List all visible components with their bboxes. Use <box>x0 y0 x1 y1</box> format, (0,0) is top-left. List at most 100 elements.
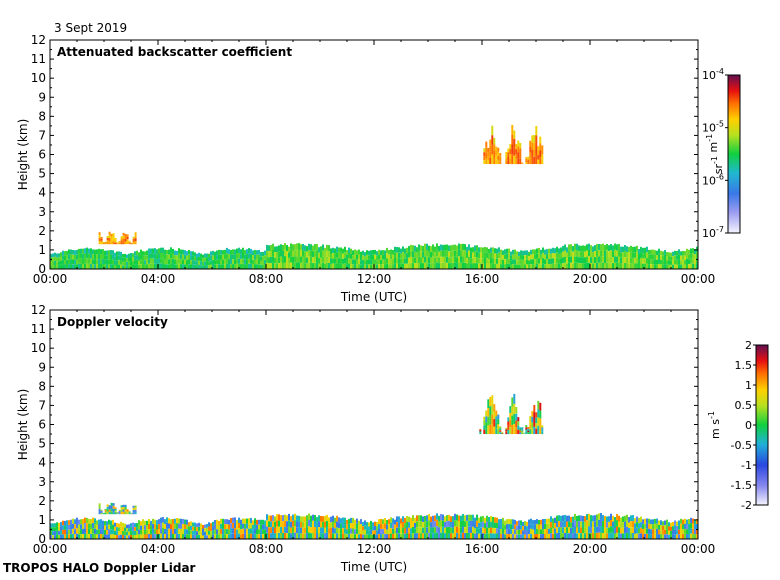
data-cell <box>468 514 470 521</box>
data-cell <box>296 249 298 257</box>
data-cell <box>410 256 412 263</box>
data-cell <box>479 430 482 432</box>
data-cell <box>272 243 274 250</box>
data-cell <box>588 532 590 539</box>
data-cell <box>528 256 530 261</box>
data-cell <box>158 519 160 525</box>
data-cell <box>448 245 450 252</box>
data-cell <box>536 534 538 539</box>
data-cell <box>646 246 648 253</box>
data-cell <box>527 432 530 434</box>
data-cell <box>264 264 266 269</box>
data-cell <box>234 533 236 539</box>
data-cell <box>326 520 328 527</box>
data-cell <box>534 254 536 260</box>
data-cell <box>98 232 101 236</box>
data-cell <box>154 529 156 535</box>
data-cell <box>495 422 498 429</box>
data-cell <box>654 254 656 260</box>
data-cell <box>480 252 482 259</box>
data-cell <box>450 533 452 539</box>
data-cell <box>134 260 136 265</box>
data-cell <box>122 254 124 258</box>
data-cell <box>576 262 578 269</box>
data-cell <box>422 257 424 264</box>
data-cell <box>524 259 526 265</box>
data-cell <box>688 519 690 524</box>
data-cell <box>364 525 366 530</box>
data-cell <box>164 254 166 260</box>
data-cell <box>232 523 234 529</box>
data-cell <box>88 518 90 524</box>
data-cell <box>642 519 644 525</box>
data-cell <box>398 533 400 539</box>
data-cell <box>628 263 630 269</box>
data-cell <box>118 243 121 245</box>
data-cell <box>688 529 690 534</box>
data-cell <box>494 533 496 539</box>
data-cell <box>106 240 109 243</box>
data-cell <box>106 511 109 515</box>
data-cell <box>236 524 238 530</box>
data-cell <box>86 263 88 269</box>
data-cell <box>586 244 588 251</box>
data-cell <box>366 264 368 269</box>
data-cell <box>310 262 312 269</box>
data-cell <box>360 519 362 525</box>
data-cell <box>624 521 626 528</box>
data-cell <box>134 531 136 535</box>
data-cell <box>646 523 648 529</box>
data-cell <box>124 509 127 512</box>
data-cell <box>216 534 218 539</box>
data-cell <box>628 522 630 528</box>
data-cell <box>254 518 256 524</box>
data-cell <box>452 521 454 528</box>
data-cell <box>262 251 264 257</box>
data-cell <box>266 256 268 263</box>
data-cell <box>600 513 602 520</box>
data-cell <box>492 263 494 269</box>
data-cell <box>496 248 498 254</box>
data-cell <box>537 425 540 435</box>
data-cell <box>408 533 410 539</box>
data-cell <box>513 138 516 148</box>
data-cell <box>648 528 650 534</box>
data-cell <box>186 524 188 530</box>
data-cell <box>568 527 570 534</box>
data-cell <box>426 256 428 263</box>
data-cell <box>106 521 108 526</box>
data-cell <box>598 526 600 533</box>
data-cell <box>678 249 680 255</box>
data-cell <box>428 532 430 539</box>
data-cell <box>304 263 306 269</box>
data-cell <box>64 255 66 261</box>
data-cell <box>402 263 404 269</box>
data-cell <box>288 513 290 521</box>
data-cell <box>564 262 566 269</box>
data-cell <box>356 254 358 260</box>
data-cell <box>546 529 548 534</box>
data-cell <box>610 513 612 520</box>
data-cell <box>104 255 106 260</box>
data-cell <box>342 528 344 534</box>
data-cell <box>138 524 140 530</box>
data-cell <box>100 259 102 265</box>
data-cell <box>670 260 672 265</box>
data-cell <box>198 535 200 539</box>
data-cell <box>364 252 366 257</box>
data-cell <box>404 253 406 259</box>
data-cell <box>436 532 438 539</box>
data-cell <box>68 259 70 265</box>
data-cell <box>130 527 132 532</box>
data-cell <box>515 427 518 434</box>
data-cell <box>470 258 472 264</box>
data-cell <box>646 533 648 539</box>
data-cell <box>96 254 98 260</box>
data-cell <box>578 515 580 522</box>
data-cell <box>620 528 622 534</box>
data-cell <box>94 249 96 255</box>
data-cell <box>550 522 552 528</box>
data-cell <box>122 535 124 539</box>
data-cell <box>456 257 458 264</box>
data-cell <box>194 256 196 261</box>
